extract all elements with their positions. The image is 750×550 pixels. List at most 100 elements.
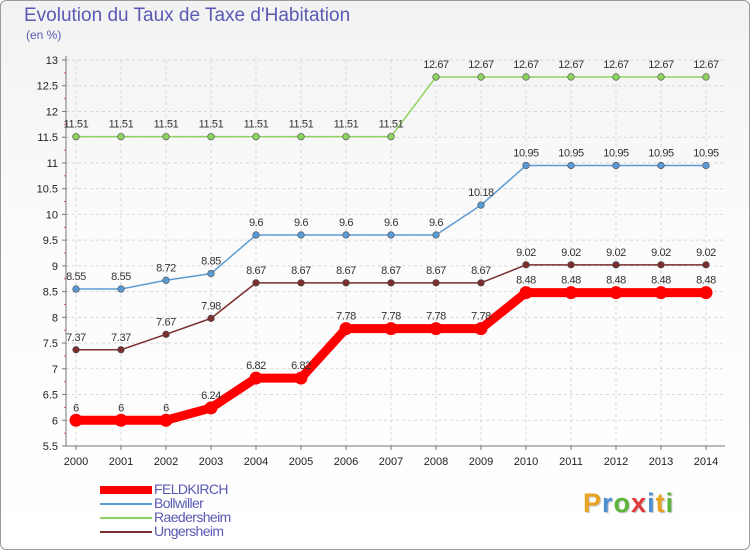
y-tick-label: 10 xyxy=(46,209,58,221)
data-point xyxy=(612,161,620,170)
y-tick-label: 7.5 xyxy=(43,338,58,350)
data-labels-group: 6 6 6 6.24 6.82 6.82 7.78 7.78 7.78 7.78 8.48 8.48 8… xyxy=(64,59,720,414)
data-label: 8.67 xyxy=(291,265,311,277)
legend-swatch xyxy=(100,531,152,533)
x-tick-label: 2006 xyxy=(334,456,358,468)
data-point xyxy=(297,279,305,287)
data-label: 9.02 xyxy=(696,247,716,259)
logo-letter: i xyxy=(647,488,656,518)
data-label: 11.51 xyxy=(289,119,314,131)
data-point xyxy=(114,413,128,427)
logo-letter: x xyxy=(631,488,648,518)
data-point xyxy=(249,371,263,385)
data-label: 8.72 xyxy=(156,262,176,274)
data-point xyxy=(432,73,440,81)
data-point xyxy=(522,261,530,269)
data-label: 12.67 xyxy=(513,59,539,71)
data-label: 8.48 xyxy=(696,275,716,287)
data-point xyxy=(657,261,665,269)
data-label: 9.6 xyxy=(429,217,443,229)
data-point xyxy=(657,73,665,81)
data-point xyxy=(204,401,218,415)
data-point xyxy=(252,133,260,141)
y-tick-label: 11 xyxy=(47,158,58,170)
data-label: 12.67 xyxy=(693,59,719,71)
data-point xyxy=(612,261,620,269)
data-label: 7.67 xyxy=(156,316,176,328)
data-label: 11.51 xyxy=(379,119,404,131)
grid-lines xyxy=(66,59,725,447)
y-tick-label: 8.5 xyxy=(43,287,58,299)
legend-swatch xyxy=(100,517,152,519)
x-tick-label: 2014 xyxy=(694,456,718,468)
data-label: 8.55 xyxy=(66,271,86,283)
data-point xyxy=(207,133,215,141)
data-point xyxy=(339,322,353,336)
legend-label: FELDKIRCH xyxy=(154,481,229,497)
chart-subtitle: (en %) xyxy=(26,28,62,42)
data-label: 8.48 xyxy=(606,275,626,287)
x-tick-label: 2000 xyxy=(64,456,88,468)
x-tick-label: 2011 xyxy=(559,456,583,468)
data-label: 9.02 xyxy=(561,247,581,259)
data-label: 7.37 xyxy=(66,332,86,344)
data-point xyxy=(342,133,350,141)
data-point xyxy=(117,133,125,141)
data-point xyxy=(699,286,713,300)
data-point xyxy=(207,269,215,278)
chart-title: Evolution du Taux de Taxe d'Habitation xyxy=(24,5,351,26)
axes: 5.5 6 6.5 7 7.5 8 8.5 9 9.5 10 10.5 11 11.5 12 12.5 13 2… xyxy=(37,55,725,468)
data-label: 11.51 xyxy=(244,119,269,131)
data-label: 11.51 xyxy=(199,119,224,131)
legend-item: Raedersheim xyxy=(100,509,340,525)
legend-item: Bollwiller xyxy=(100,495,340,511)
data-point xyxy=(159,413,173,427)
data-label: 7.37 xyxy=(111,332,131,344)
data-point xyxy=(342,231,350,239)
data-point xyxy=(72,346,80,354)
x-tick-label: 2005 xyxy=(289,456,313,468)
data-label: 12.67 xyxy=(558,59,584,71)
data-point xyxy=(702,261,710,269)
data-point xyxy=(387,133,395,141)
data-point xyxy=(567,161,575,170)
data-label: 10.95 xyxy=(693,148,719,160)
legend-swatch xyxy=(100,503,152,505)
data-label: 6 xyxy=(73,402,79,414)
x-tick-label: 2002 xyxy=(154,456,178,468)
data-label: 12.67 xyxy=(468,59,494,71)
data-point xyxy=(657,161,665,170)
data-label: 12.67 xyxy=(603,59,629,71)
data-label: 6.82 xyxy=(291,360,311,372)
y-tick-label: 6.5 xyxy=(43,390,58,402)
data-label: 6 xyxy=(118,402,124,414)
data-label: 6 xyxy=(163,402,169,414)
x-tick-label: 2008 xyxy=(424,456,448,468)
data-label: 9.02 xyxy=(606,247,626,259)
data-label: 10.18 xyxy=(468,187,494,199)
data-label: 10.95 xyxy=(603,148,629,160)
data-label: 9.6 xyxy=(294,217,308,229)
logo-letter: i xyxy=(665,488,675,518)
y-tick-label: 12 xyxy=(46,106,58,118)
data-point xyxy=(564,286,578,300)
data-point xyxy=(117,285,125,293)
data-label: 7.78 xyxy=(426,311,446,323)
data-point xyxy=(609,286,623,300)
legend: FELDKIRCH Bollwiller Raedersheim Ungersheim xyxy=(100,481,340,539)
data-label: 7.78 xyxy=(336,311,356,323)
y-tick-label: 12.5 xyxy=(37,81,58,93)
x-tick-label: 2013 xyxy=(649,456,673,468)
data-label: 8.48 xyxy=(561,275,581,287)
data-label: 7.78 xyxy=(381,311,401,323)
data-point xyxy=(432,279,440,287)
data-point xyxy=(72,133,80,141)
data-label: 11.51 xyxy=(109,119,134,131)
legend-item: Ungersheim xyxy=(100,523,340,539)
y-tick-label: 11.5 xyxy=(37,132,58,144)
data-point xyxy=(342,279,350,287)
data-point xyxy=(612,73,620,81)
data-point xyxy=(162,276,170,284)
proxiti-logo: Proxiti xyxy=(583,488,674,519)
y-tick-label: 6 xyxy=(52,415,58,427)
